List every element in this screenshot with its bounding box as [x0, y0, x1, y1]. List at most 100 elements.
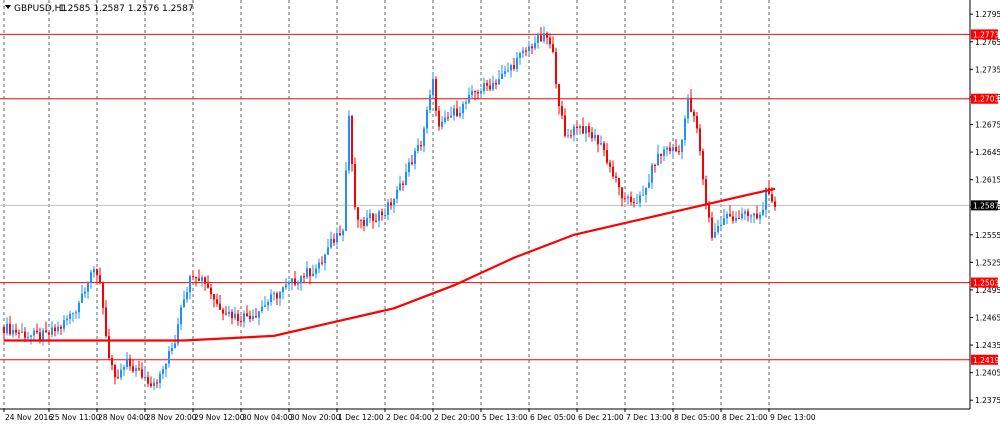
level-price-tag	[971, 93, 998, 104]
candle-bullish	[180, 307, 182, 325]
candle-bullish	[645, 187, 647, 195]
candle-bearish	[9, 323, 11, 335]
candle-bullish	[300, 276, 302, 284]
candle-bullish	[429, 95, 431, 110]
candle-bearish	[756, 213, 758, 219]
y-tick-label: 1.2615	[975, 176, 1000, 185]
candle-bullish	[453, 108, 455, 116]
candle-bullish	[444, 117, 446, 122]
candle-bearish	[204, 277, 206, 284]
candle-bullish	[42, 330, 44, 340]
candle-bullish	[264, 305, 266, 307]
candle-bullish	[666, 147, 668, 150]
candle-bearish	[102, 283, 104, 308]
candle-bullish	[378, 211, 380, 221]
candle-bullish	[759, 214, 761, 219]
candle-bullish	[522, 50, 524, 54]
candle-bearish	[705, 179, 707, 205]
candle-bullish	[6, 323, 8, 334]
candle-bullish	[750, 215, 752, 217]
y-tick-label: 1.2645	[975, 148, 1000, 157]
candle-bullish	[135, 368, 137, 372]
candle-bullish	[33, 330, 35, 336]
candle-bullish	[189, 276, 191, 293]
candle-bullish	[765, 188, 767, 210]
candle-bullish	[171, 348, 173, 352]
candle-bearish	[375, 220, 377, 222]
y-tick-label: 1.2555	[975, 231, 1000, 240]
y-tick-label: 1.2765	[975, 38, 1000, 47]
candle-bearish	[246, 313, 248, 316]
candle-bullish	[30, 335, 32, 337]
x-tick-label: 28 Nov 04:00	[98, 413, 149, 422]
candle-bullish	[663, 149, 665, 156]
candle-bullish	[174, 343, 176, 349]
dropdown-triangle-icon[interactable]	[5, 5, 11, 9]
candle-bearish	[660, 153, 662, 156]
candle-bearish	[36, 330, 38, 333]
candle-bearish	[117, 377, 119, 379]
candle-bullish	[627, 196, 629, 199]
candle-bullish	[414, 150, 416, 165]
candle-bullish	[153, 382, 155, 387]
candle-bullish	[642, 194, 644, 196]
candle-bearish	[696, 116, 698, 129]
candle-bullish	[432, 79, 434, 96]
candle-bearish	[708, 204, 710, 218]
candle-bullish	[324, 254, 326, 263]
candle-bullish	[27, 336, 29, 338]
candle-bullish	[369, 213, 371, 219]
candle-bullish	[78, 302, 80, 313]
candle-bullish	[720, 224, 722, 227]
candle-bullish	[21, 331, 23, 333]
candle-bearish	[105, 307, 107, 337]
candle-bullish	[519, 53, 521, 58]
candle-bearish	[219, 303, 221, 310]
candle-bearish	[711, 217, 713, 238]
candle-bearish	[546, 33, 548, 38]
candle-bullish	[516, 57, 518, 69]
candle-bearish	[333, 239, 335, 243]
candle-bullish	[426, 109, 428, 129]
candle-bearish	[54, 327, 56, 332]
candle-bearish	[249, 315, 251, 319]
x-tick-label: 29 Nov 12:00	[194, 413, 245, 422]
candle-bullish	[408, 162, 410, 172]
level-price-tag	[971, 354, 998, 365]
candle-bullish	[651, 165, 653, 183]
candle-bearish	[477, 92, 479, 94]
candle-bullish	[159, 373, 161, 384]
candle-bullish	[72, 312, 74, 314]
candle-bullish	[753, 213, 755, 216]
candle-bearish	[213, 294, 215, 300]
candle-bearish	[402, 183, 404, 185]
y-tick-label: 1.2405	[975, 369, 1000, 378]
ohlc-readout: 1.2585 1.2587 1.2576 1.2587	[59, 4, 194, 14]
candle-bearish	[96, 269, 98, 276]
candle-bullish	[741, 213, 743, 219]
x-tick-label: 25 Nov 11:00	[50, 413, 101, 422]
candle-bullish	[234, 313, 236, 319]
candle-bearish	[240, 320, 242, 322]
candle-bearish	[633, 201, 635, 203]
candle-bearish	[738, 218, 740, 220]
candle-bearish	[60, 326, 62, 329]
candle-bearish	[729, 214, 731, 217]
candle-bearish	[48, 332, 50, 335]
candle-bullish	[201, 277, 203, 281]
candle-bullish	[417, 145, 419, 151]
candle-bearish	[210, 287, 212, 295]
candle-bullish	[687, 97, 689, 119]
candle-bearish	[438, 110, 440, 127]
candle-bearish	[774, 201, 776, 207]
y-tick-label: 1.2375	[975, 396, 1000, 405]
candle-bullish	[684, 118, 686, 140]
candle-bearish	[630, 196, 632, 202]
candle-bearish	[558, 84, 560, 107]
x-tick-label: 6 Dec 21:00	[578, 413, 624, 422]
candle-bullish	[480, 91, 482, 94]
x-tick-label: 28 Nov 20:00	[146, 413, 197, 422]
candle-bearish	[294, 278, 296, 285]
